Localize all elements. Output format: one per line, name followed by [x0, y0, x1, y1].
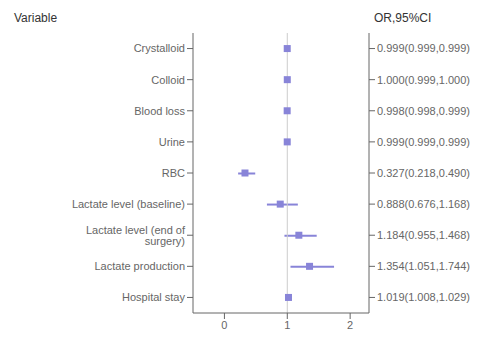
svg-text:1.184(0.955,1.468): 1.184(0.955,1.468)	[377, 229, 470, 241]
svg-text:Lactate level (baseline): Lactate level (baseline)	[72, 198, 185, 210]
svg-text:Blood loss: Blood loss	[134, 105, 185, 117]
svg-text:0.327(0.218,0.490): 0.327(0.218,0.490)	[377, 167, 470, 179]
svg-text:Colloid: Colloid	[151, 74, 185, 86]
svg-text:Urine: Urine	[159, 136, 185, 148]
svg-text:1.354(1.051,1.744): 1.354(1.051,1.744)	[377, 260, 470, 272]
svg-text:2: 2	[347, 319, 353, 331]
html-text:Variable: Variable	[14, 11, 58, 25]
svg-text:0: 0	[221, 319, 227, 331]
svg-text:Hospital stay: Hospital stay	[122, 291, 185, 303]
svg-text:RBC: RBC	[162, 167, 185, 179]
svg-text:1: 1	[284, 319, 290, 331]
html-text:OR,95%CI: OR,95%CI	[374, 11, 432, 25]
svg-text:Crystalloid: Crystalloid	[134, 42, 185, 54]
svg-text:0.999(0.999,0.999): 0.999(0.999,0.999)	[377, 136, 470, 148]
svg-text:1.000(0.999,1.000): 1.000(0.999,1.000)	[377, 74, 470, 86]
svg-text:0.999(0.999,0.999): 0.999(0.999,0.999)	[377, 42, 470, 54]
svg-text:Lactate level (end ofsurgery): Lactate level (end ofsurgery)	[86, 224, 186, 247]
svg-text:0.998(0.998,0.999): 0.998(0.998,0.999)	[377, 105, 470, 117]
svg-text:1.019(1.008,1.029): 1.019(1.008,1.029)	[377, 291, 470, 303]
svg-text:0.888(0.676,1.168): 0.888(0.676,1.168)	[377, 198, 470, 210]
svg-text:Lactate production: Lactate production	[94, 260, 185, 272]
